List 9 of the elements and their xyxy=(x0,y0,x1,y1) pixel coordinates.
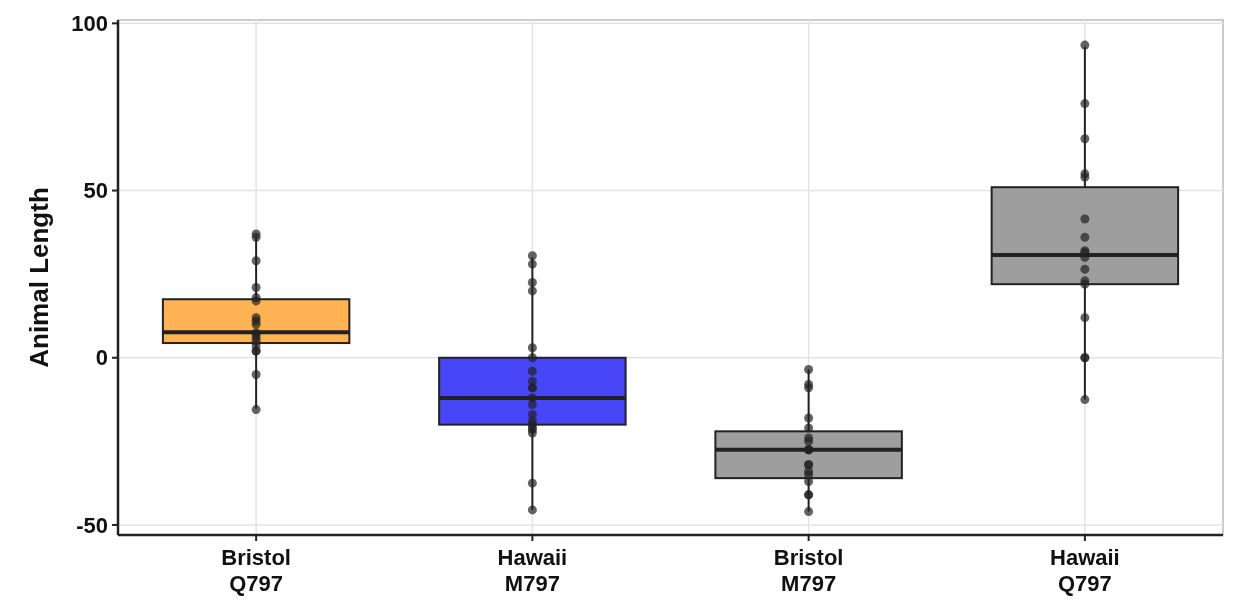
y-tick-label: 50 xyxy=(83,178,108,204)
y-tick-label: 0 xyxy=(95,345,108,371)
x-tick-label: Hawaii M797 xyxy=(497,545,568,596)
y-axis-title: Animal Length xyxy=(24,187,54,368)
y-tick-label: -50 xyxy=(76,512,108,538)
x-tick-label: Hawaii Q797 xyxy=(1050,545,1120,596)
x-tick-label: Bristol Q797 xyxy=(221,545,291,596)
x-tick-label: Bristol M797 xyxy=(773,545,844,596)
y-tick-label: 100 xyxy=(71,11,108,37)
